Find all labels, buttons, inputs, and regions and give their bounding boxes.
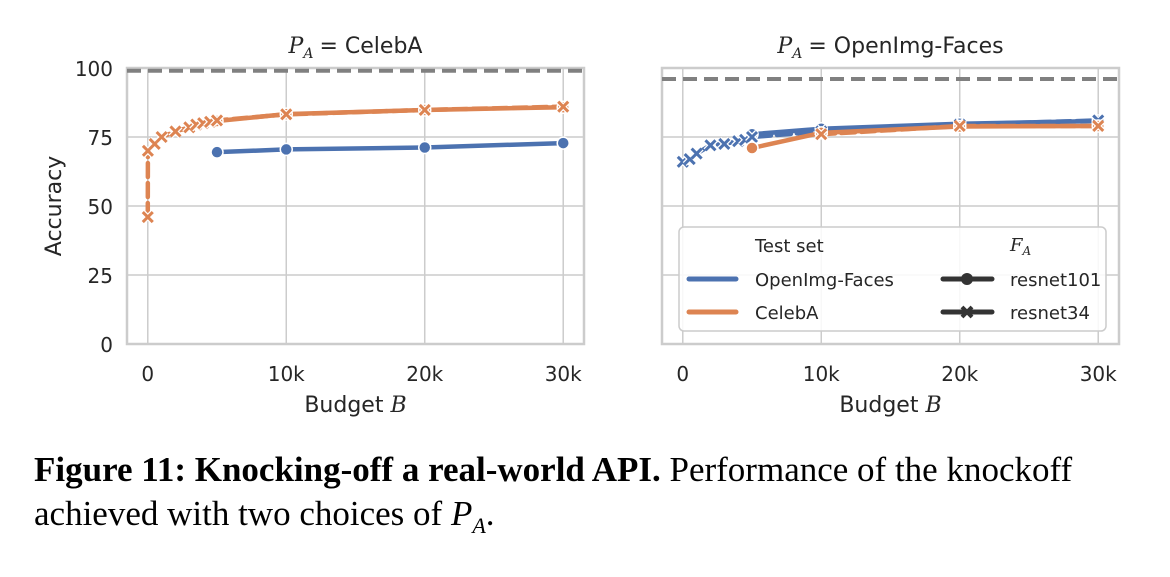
caption-end: . <box>485 494 495 533</box>
x-axis-label-math: B <box>924 393 941 418</box>
figure-caption: Figure 11: Knocking-off a real-world API… <box>34 448 1154 548</box>
data-point-openimg-faces-resnet101 <box>417 140 432 155</box>
x-axis-label-math: B <box>389 393 406 418</box>
data-point-celeba-resnet34 <box>140 210 155 224</box>
legend-label-resnet34: resnet34 <box>1010 303 1090 324</box>
data-point-celeba-resnet34-stroke <box>169 125 182 138</box>
x-tick-label: 30k <box>545 362 582 386</box>
caption-math: P <box>450 494 473 533</box>
data-point-openimg-faces-resnet101 <box>210 145 224 159</box>
caption-bold: Figure 11: Knocking-off a real-world API… <box>34 450 661 489</box>
chart-title-sub: A <box>790 46 802 62</box>
data-point-openimg-faces-resnet34 <box>717 136 732 151</box>
data-point-celeba-resnet34-stroke <box>953 119 966 133</box>
legend-title-sub: A <box>1022 244 1032 258</box>
legend-title-model: FA <box>1009 235 1032 258</box>
chart-title-rest: = CelebA <box>319 34 422 59</box>
data-point-openimg-faces-resnet34-stroke <box>718 137 731 150</box>
y-tick-label: 50 <box>88 195 113 219</box>
legend-marker-resnet101 <box>961 273 973 285</box>
data-point-celeba-resnet34 <box>154 130 169 144</box>
legend-marker-resnet34 <box>960 305 974 319</box>
data-point-celeba-resnet34 <box>168 124 183 139</box>
series-line-openimg-faces-resnet101 <box>214 140 566 155</box>
legend-title-test-set: Test set <box>754 236 824 257</box>
chart-title-math: P <box>288 34 305 59</box>
data-point-openimg-faces-resnet34 <box>689 146 704 161</box>
plot-frame <box>125 66 586 346</box>
data-point-celeba-resnet34-stroke <box>155 130 168 144</box>
plot-frame <box>660 66 1121 346</box>
chart-panel-1: 0 10k 20k 30k 0 25 50 75 100 PA = CelebA Budget B Ac… <box>42 34 586 418</box>
data-point-openimg-faces-resnet101 <box>556 136 570 150</box>
x-tick-label: 10k <box>803 362 840 386</box>
y-tick-label: 75 <box>88 126 113 150</box>
data-point-openimg-faces-resnet34-stroke <box>745 130 759 144</box>
y-tick-label: 100 <box>75 57 113 81</box>
x-tick-label: 20k <box>941 362 978 386</box>
data-point-celeba-resnet34-stroke <box>557 100 570 113</box>
data-point-celeba-resnet34 <box>556 99 571 114</box>
data-point-celeba-resnet34 <box>417 103 432 117</box>
x-axis-label: Budget B <box>304 393 406 418</box>
chart-title-sub: A <box>301 46 313 62</box>
x-tick-label: 0 <box>676 362 689 386</box>
data-point-openimg-faces-resnet34 <box>745 130 759 144</box>
data-point-openimg-faces-resnet34-stroke <box>704 139 717 152</box>
chart-title: PA = CelebA <box>288 34 423 62</box>
x-axis-label-text: Budget <box>839 393 925 418</box>
caption-math-sub: A <box>472 513 486 538</box>
x-tick-label: 0 <box>141 362 154 386</box>
data-point-celeba-resnet34-stroke <box>210 114 224 127</box>
legend: Test set FA OpenImg-Faces CelebA resnet101 re… <box>678 226 1107 332</box>
data-point-celeba-resnet101 <box>745 141 759 155</box>
data-point-celeba-resnet34 <box>1091 119 1106 133</box>
x-axis-label: Budget B <box>839 393 941 418</box>
legend-box <box>678 226 1107 332</box>
data-point-openimg-faces-resnet101 <box>279 142 294 157</box>
data-point-celeba-resnet34 <box>279 107 294 122</box>
y-tick-label: 0 <box>100 333 113 357</box>
data-point-celeba-resnet34 <box>210 113 224 128</box>
y-tick-label: 25 <box>88 264 113 288</box>
chart-title: PA = OpenImg-Faces <box>776 34 1003 62</box>
y-axis-label: Accuracy <box>42 156 67 256</box>
x-tick-label: 30k <box>1080 362 1117 386</box>
data-point-openimg-faces-resnet34-stroke <box>690 147 703 160</box>
data-point-celeba-resnet34 <box>952 119 967 133</box>
data-point-celeba-resnet34-stroke <box>280 108 293 121</box>
data-point-celeba-resnet34-stroke <box>1092 119 1105 133</box>
x-axis-label-text: Budget <box>304 393 390 418</box>
legend-label-celeba: CelebA <box>755 303 819 324</box>
chart-title-math: P <box>776 34 793 59</box>
legend-label-openimg-faces: OpenImg-Faces <box>755 270 894 291</box>
data-point-celeba-resnet34 <box>814 127 829 142</box>
x-tick-label: 10k <box>268 362 305 386</box>
data-point-celeba-resnet34-stroke <box>141 210 154 224</box>
legend-title-math: F <box>1009 235 1024 256</box>
caption-text: Performance of the knockoff achieved wit… <box>34 450 1073 533</box>
data-point-celeba-resnet34-stroke <box>418 103 431 117</box>
data-point-celeba-resnet34-stroke <box>815 128 828 141</box>
x-tick-label: 20k <box>406 362 443 386</box>
data-point-openimg-faces-resnet34 <box>703 138 718 153</box>
legend-label-resnet101: resnet101 <box>1010 270 1101 291</box>
chart-title-rest: = OpenImg-Faces <box>808 34 1003 59</box>
